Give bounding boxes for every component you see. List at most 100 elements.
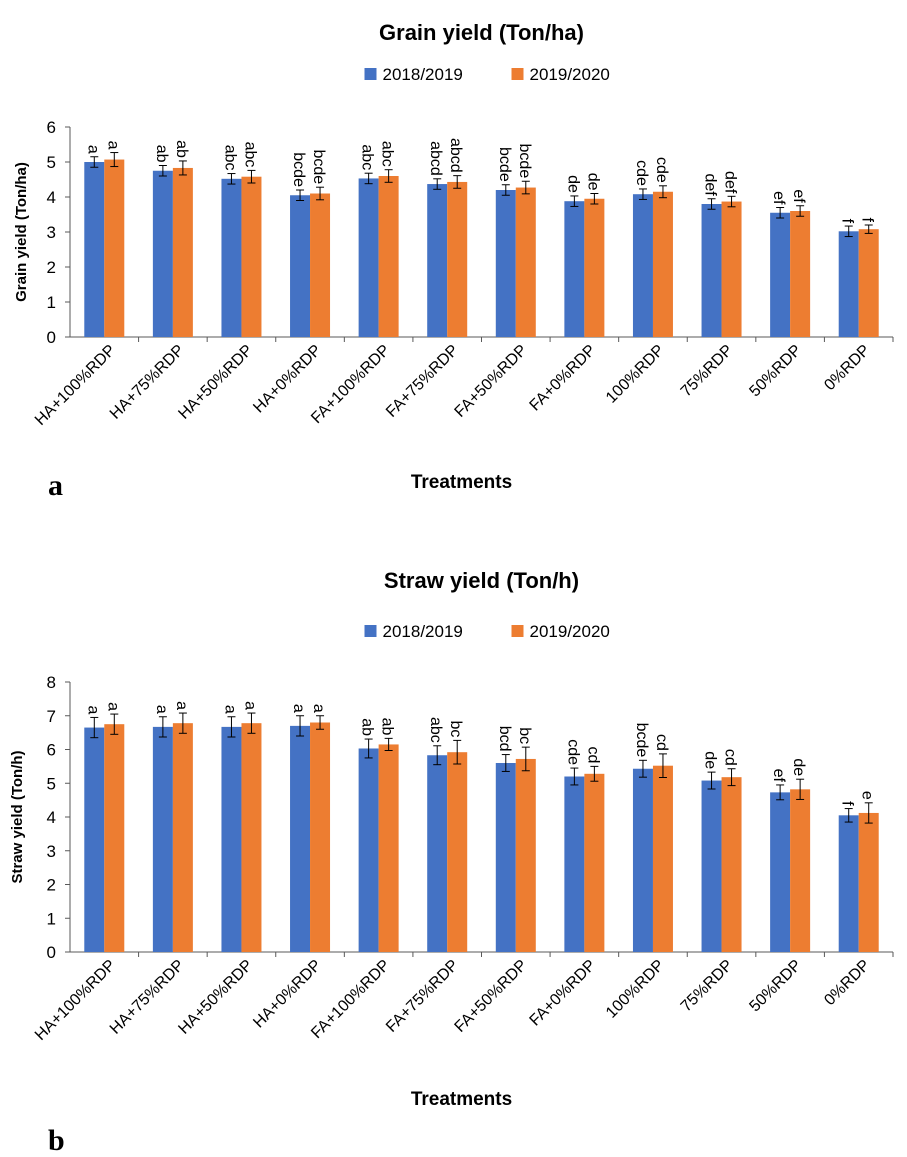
significance-letter: de	[790, 758, 807, 776]
significance-letter: ab	[153, 145, 170, 163]
bar-series2-6	[447, 752, 468, 952]
significance-letter: de	[564, 175, 581, 193]
y-tick-label: 3	[47, 842, 56, 861]
bar-series2-1	[104, 724, 125, 952]
significance-letter: ab	[173, 140, 190, 158]
y-tick-label: 2	[47, 258, 56, 277]
y-tick-label: 5	[47, 153, 56, 172]
x-tick-label: HA+0%RDP	[250, 957, 325, 1032]
x-tick-label: HA+0%RDP	[250, 342, 325, 417]
panel-label: a	[48, 469, 63, 502]
significance-letter: def	[722, 171, 739, 194]
bar-series2-12	[858, 812, 879, 952]
bar-series1-4	[290, 195, 311, 337]
legend-label-1: 2018/2019	[383, 622, 463, 641]
significance-letter: ab	[379, 718, 396, 736]
significance-letter: a	[221, 705, 238, 714]
significance-letter: ef	[770, 191, 787, 205]
significance-letter: f	[839, 219, 856, 224]
y-tick-label: 0	[47, 943, 56, 962]
legend-swatch-1	[364, 625, 377, 637]
significance-letter: bcde	[516, 144, 533, 179]
bar-series1-9	[632, 768, 653, 952]
bar-series2-3	[241, 176, 262, 337]
x-tick-label: 0%RDP	[821, 957, 873, 1009]
significance-letter: ef	[770, 769, 787, 783]
significance-letter: abc	[241, 142, 258, 168]
bar-series2-8	[584, 773, 605, 952]
significance-letter: a	[153, 705, 170, 714]
significance-letter: cde	[633, 160, 650, 186]
significance-letter: bcde	[310, 149, 327, 184]
y-tick-label: 7	[47, 707, 56, 726]
bar-series1-12	[838, 815, 859, 952]
y-tick-label: 3	[47, 223, 56, 242]
bar-series2-6	[447, 181, 468, 337]
significance-letter: a	[84, 145, 101, 154]
significance-letter: a	[241, 701, 258, 710]
bar-series1-9	[632, 194, 653, 337]
x-tick-label: FA+75%RDP	[383, 957, 462, 1036]
bar-series2-5	[378, 744, 399, 952]
x-tick-label: 75%RDP	[678, 342, 737, 401]
bar-series2-1	[104, 159, 125, 337]
chart-title: Straw yield (Ton/h)	[384, 568, 579, 593]
bar-series1-10	[701, 204, 722, 337]
significance-letter: e	[859, 791, 876, 800]
legend-label-1: 2018/2019	[383, 65, 463, 84]
bar-series1-4	[290, 725, 311, 952]
bar-series2-12	[858, 229, 879, 337]
legend-swatch-2	[511, 625, 524, 637]
bar-series2-4	[310, 722, 331, 952]
significance-letter: ef	[790, 189, 807, 203]
bar-series1-1	[84, 162, 105, 337]
y-tick-label: 6	[47, 741, 56, 760]
bar-series2-7	[515, 758, 536, 952]
bar-series1-3	[221, 178, 242, 337]
significance-letter: cd	[584, 746, 601, 763]
bar-series1-5	[358, 178, 379, 337]
legend: 2018/2019 2019/2020	[364, 622, 610, 641]
x-tick-label: FA+50%RDP	[452, 342, 531, 421]
legend-label-2: 2019/2020	[530, 65, 610, 84]
bar-series2-10	[721, 777, 742, 952]
significance-letter: ab	[359, 718, 376, 736]
x-tick-label: 50%RDP	[746, 342, 805, 401]
grain-yield-chart: Grain yield (Ton/ha) 2018/2019 2019/2020 0 1…	[13, 20, 894, 502]
significance-letter: abcd	[427, 141, 444, 176]
bar-series2-7	[515, 187, 536, 337]
bar-series2-11	[790, 789, 811, 952]
x-tick-label: HA+100%RDP	[32, 957, 119, 1044]
significance-letter: bcd	[496, 726, 513, 752]
bar-series1-11	[770, 792, 791, 952]
significance-letter: cde	[653, 157, 670, 183]
legend: 2018/2019 2019/2020	[364, 65, 610, 84]
legend-swatch-1	[364, 68, 377, 80]
significance-letter: abc	[221, 145, 238, 171]
bar-series1-5	[358, 748, 379, 952]
x-tick-label: HA+100%RDP	[32, 342, 119, 429]
significance-letter: abc	[427, 717, 444, 743]
bar-series1-3	[221, 726, 242, 952]
bar-series1-2	[152, 726, 173, 952]
x-tick-label: FA+0%RDP	[527, 957, 600, 1030]
x-axis-label: Treatments	[411, 472, 512, 493]
x-tick-label: 100%RDP	[603, 957, 668, 1022]
significance-letter: f	[859, 218, 876, 223]
x-axis-label: Treatments	[411, 1089, 512, 1110]
significance-letter: de	[584, 173, 601, 191]
bar-series2-9	[652, 765, 673, 952]
y-tick-label: 5	[47, 774, 56, 793]
legend-swatch-2	[511, 68, 524, 80]
x-tick-label: 75%RDP	[678, 957, 737, 1016]
bar-series1-10	[701, 780, 722, 952]
y-tick-label: 0	[47, 328, 56, 347]
significance-letter: a	[173, 701, 190, 710]
y-tick-label: 6	[47, 118, 56, 137]
bar-series2-2	[172, 167, 193, 337]
significance-letter: cde	[564, 739, 581, 765]
bar-series2-8	[584, 198, 605, 337]
significance-letter: a	[104, 141, 121, 150]
panel-label: b	[48, 1124, 65, 1157]
